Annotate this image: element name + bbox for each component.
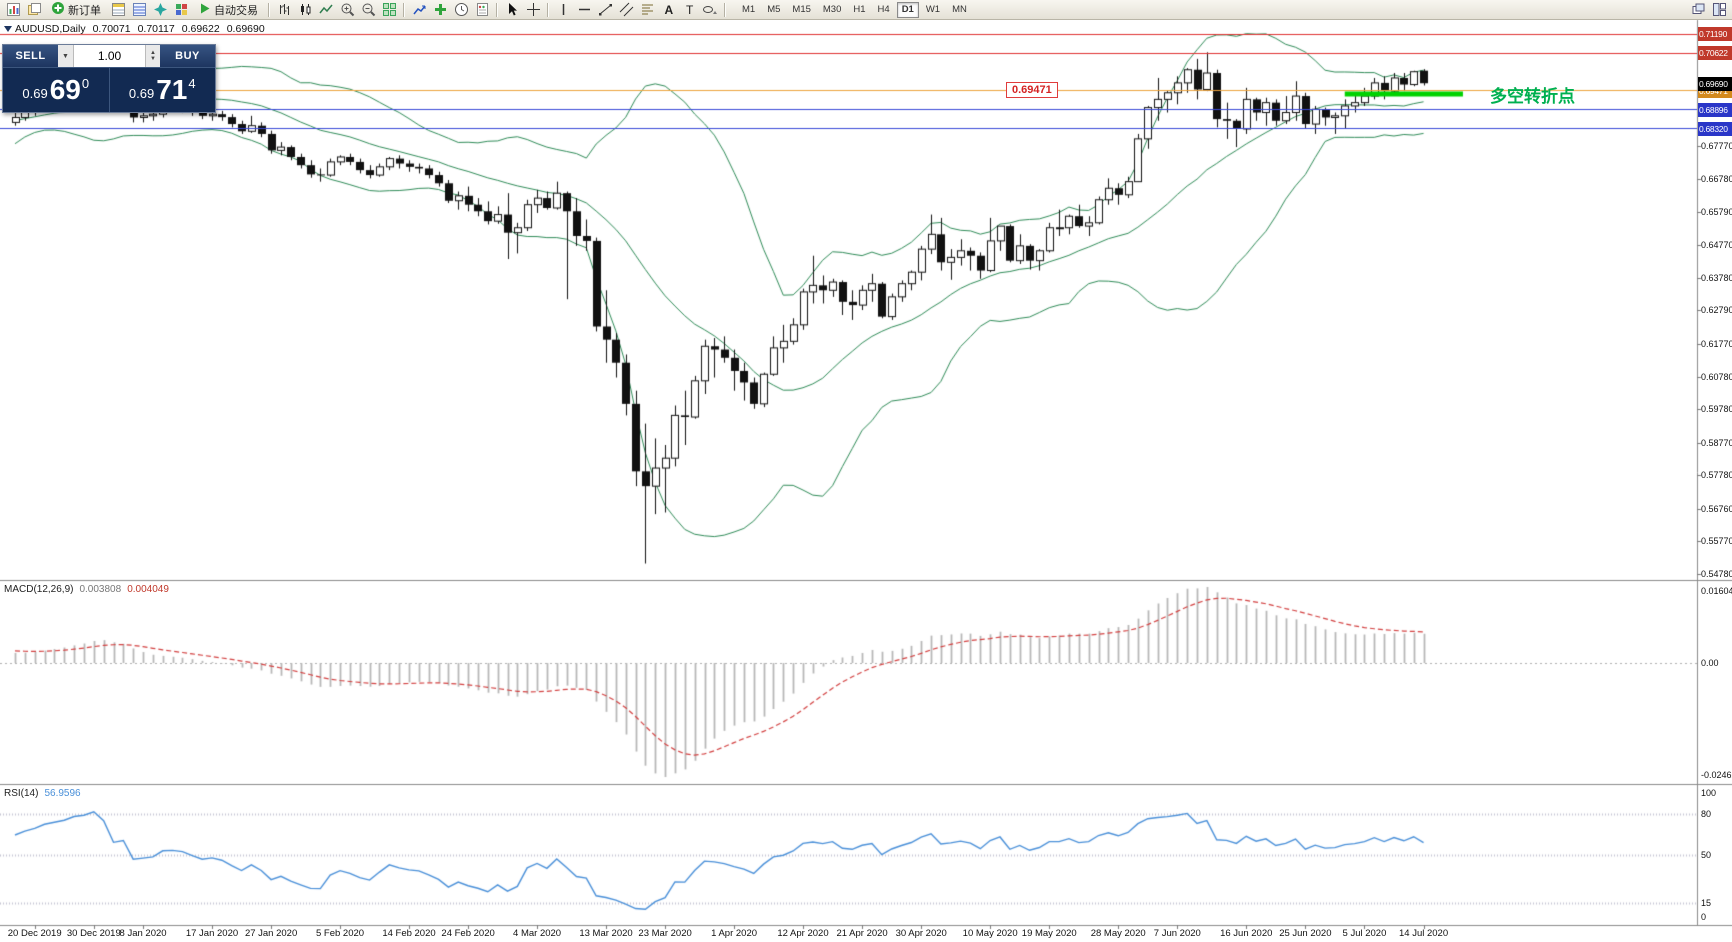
timeframe-h4[interactable]: H4 [877, 3, 890, 15]
main-toolbar: 新订单 自动交易 A T M1 M5 M15 M30 H1 H4 D1 W1 MN [0, 0, 1732, 20]
buy-price-small: 0.69 [128, 85, 155, 101]
window-cascade-icon[interactable] [1688, 1, 1708, 19]
autotrading-play-icon [198, 2, 211, 18]
fibonacci-icon[interactable] [637, 1, 657, 19]
market-watch-icon[interactable] [108, 1, 128, 19]
profiles-icon[interactable] [24, 1, 44, 19]
volume-dropdown-icon[interactable]: ▼ [58, 45, 74, 67]
rsi-name: RSI(14) [4, 788, 39, 799]
zoom-in-icon[interactable] [337, 1, 357, 19]
templates-icon[interactable] [472, 1, 492, 19]
buy-price[interactable]: 0.69 71 4 [108, 68, 216, 112]
buy-button[interactable]: BUY [160, 45, 215, 67]
ohlc-close: 0.69690 [226, 23, 265, 35]
sell-price[interactable]: 0.69 69 0 [3, 68, 109, 112]
toolbar-separator [268, 2, 270, 17]
volume-input[interactable]: 1.00 [74, 45, 145, 67]
sell-price-big: 69 [49, 74, 81, 105]
navigator-icon[interactable] [150, 1, 170, 19]
horizontal-line-icon[interactable] [574, 1, 594, 19]
add-indicator-icon[interactable] [430, 1, 450, 19]
sell-price-pip: 0 [81, 76, 90, 91]
timeframe-m15[interactable]: M15 [792, 3, 811, 15]
turning-point-annotation[interactable]: 多空转折点 [1490, 87, 1575, 107]
svg-text:T: T [686, 3, 694, 17]
macd-signal-value: 0.004049 [127, 584, 169, 595]
volume-up-icon: ▲ [150, 50, 156, 56]
new-chart-icon[interactable] [3, 1, 23, 19]
volume-stepper[interactable]: ▲ ▼ [145, 45, 160, 67]
sell-price-small: 0.69 [22, 85, 48, 101]
ohlc-low: 0.69622 [181, 23, 220, 35]
shapes-icon[interactable] [700, 1, 720, 19]
toolbar-separator [403, 2, 405, 17]
crosshair-icon[interactable] [523, 1, 543, 19]
new-order-plus-icon [51, 1, 65, 18]
macd-name: MACD(12,26,9) [4, 584, 74, 595]
toolbar-separator [547, 2, 549, 17]
symbol-period: AUDUSD,Daily [15, 23, 86, 35]
one-click-trading-panel: SELL ▼ 1.00 ▲ ▼ BUY 0.69 69 0 0.69 71 4 [2, 44, 216, 113]
buy-price-big: 71 [156, 74, 188, 105]
indicators-icon[interactable] [409, 1, 429, 19]
zoom-out-icon[interactable] [358, 1, 378, 19]
window-tile-icon[interactable] [1709, 1, 1729, 19]
toolbar-separator [496, 2, 498, 17]
bar-chart-icon[interactable] [274, 1, 294, 19]
vertical-line-icon[interactable] [553, 1, 573, 19]
timeframe-m30[interactable]: M30 [822, 3, 842, 15]
data-window-icon[interactable] [129, 1, 149, 19]
toolbar-separator [724, 2, 726, 17]
periods-icon[interactable] [451, 1, 471, 19]
cursor-icon[interactable] [502, 1, 522, 19]
rsi-value: 56.9596 [44, 788, 81, 799]
timeframe-group: M1 M5 M15 M30 H1 H4 D1 W1 MN [736, 1, 973, 18]
one-click-panel-toggle-icon[interactable] [4, 26, 12, 32]
sell-button[interactable]: SELL [3, 45, 58, 67]
ohlc-open: 0.70071 [92, 23, 131, 35]
text-label-icon[interactable]: T [679, 1, 699, 19]
timeframe-m5[interactable]: M5 [767, 3, 781, 15]
terminal-icon[interactable] [171, 1, 191, 19]
timeframe-mn[interactable]: MN [952, 3, 967, 15]
ohlc-high: 0.70117 [137, 23, 175, 35]
date-axis[interactable] [0, 925, 1697, 942]
new-order-label: 新订单 [68, 4, 101, 17]
tile-windows-icon[interactable] [379, 1, 399, 19]
trendline-icon[interactable] [595, 1, 615, 19]
symbol-info: AUDUSD,Daily 0.70071 0.70117 0.69622 0.69690 [15, 23, 272, 35]
volume-down-icon: ▼ [150, 56, 156, 62]
line-chart-icon[interactable] [316, 1, 336, 19]
autotrading-button[interactable]: 自动交易 [192, 1, 264, 19]
candlestick-chart-icon[interactable] [295, 1, 315, 19]
channel-icon[interactable] [616, 1, 636, 19]
timeframe-w1[interactable]: W1 [925, 3, 941, 15]
new-order-button[interactable]: 新订单 [45, 1, 107, 19]
macd-main-value: 0.003808 [79, 584, 122, 595]
price-level-tag[interactable]: 0.69471 [1006, 82, 1058, 99]
buy-price-pip: 4 [188, 76, 196, 91]
autotrading-label: 自动交易 [214, 4, 258, 17]
svg-text:A: A [664, 3, 673, 17]
price-axis[interactable] [1697, 20, 1732, 925]
text-icon[interactable]: A [658, 1, 678, 19]
timeframe-m1[interactable]: M1 [742, 3, 756, 15]
timeframe-d1[interactable]: D1 [896, 1, 919, 18]
rsi-indicator-label: RSI(14) 56.9596 [4, 788, 87, 799]
timeframe-h1[interactable]: H1 [853, 3, 866, 15]
macd-indicator-label: MACD(12,26,9) 0.003808 0.004049 [4, 584, 175, 595]
